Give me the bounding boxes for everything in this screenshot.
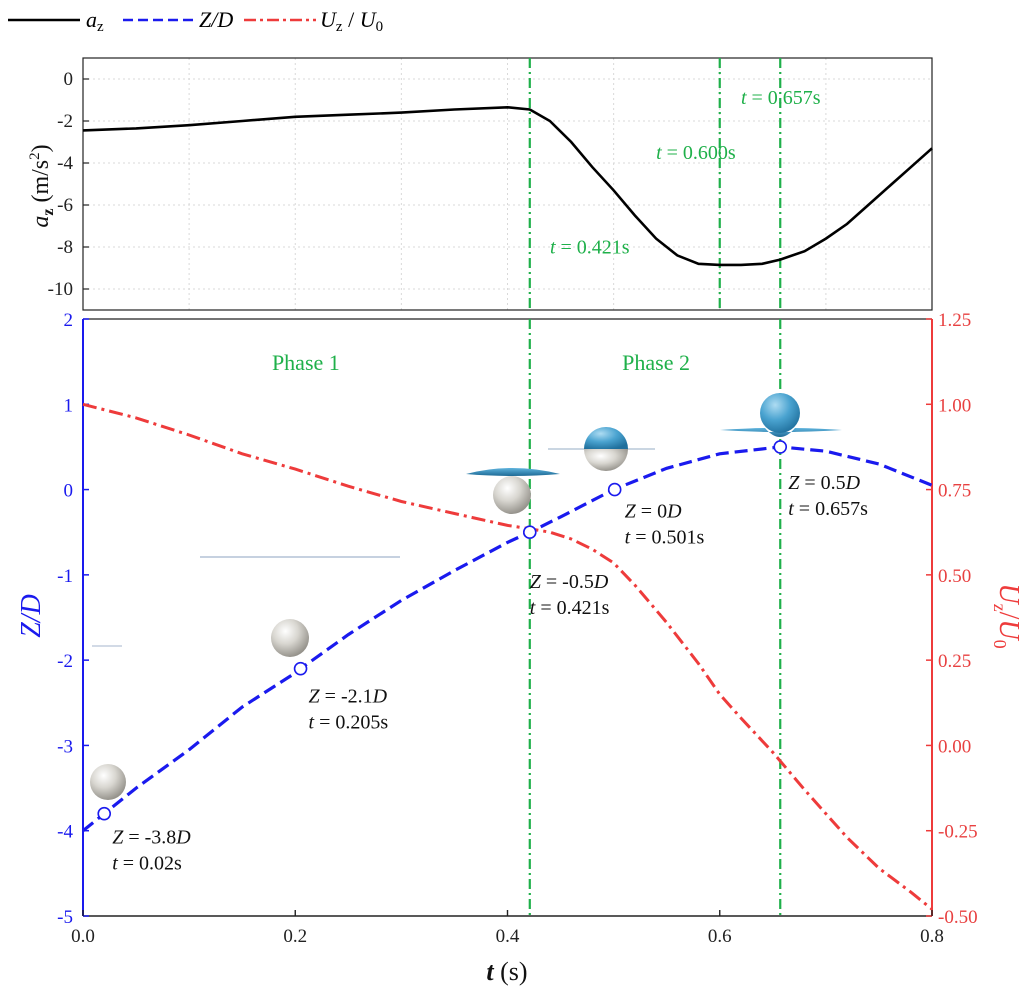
x-tick-label: 0.6	[708, 926, 732, 947]
right-y-tick-label: 1.25	[938, 310, 971, 331]
top-y-tick-label: -8	[57, 237, 73, 258]
zd-marker	[522, 525, 537, 540]
legend-label-uz: Uz / U0	[320, 7, 383, 35]
right-y-tick-label: 0.25	[938, 651, 971, 672]
point-label-z: Z = 0.5D	[788, 472, 860, 494]
phase-2-label: Phase 2	[622, 350, 690, 375]
zd-marker	[293, 661, 308, 676]
top-vlines	[528, 58, 782, 310]
left-y-tick-label: -4	[57, 822, 73, 843]
right-y-tick-label: 0.75	[938, 481, 971, 502]
right-y-axis-title: Uz/U0	[990, 583, 1024, 648]
left-y-tick-label: 0	[64, 481, 74, 502]
left-y-axis-title: Z/D	[16, 594, 47, 638]
left-y-tick-label: -1	[57, 566, 73, 587]
right-y-tick-label: 0.50	[938, 566, 971, 587]
x-axis-title: t (s)	[486, 957, 527, 986]
x-tick-label: 0.0	[71, 926, 95, 947]
zd-marker-points	[97, 440, 788, 821]
x-tick-label: 0.8	[920, 926, 944, 947]
legend-label-az: az	[86, 7, 104, 35]
top-y-tick-label: 0	[64, 69, 74, 90]
simulation-snapshots	[90, 393, 842, 800]
point-label-z: Z = 0D	[625, 501, 682, 523]
series-line-zd	[81, 445, 933, 832]
bottom-panel: 2 1 0 -1 -2 -3 -4 -5 1.25 1.00 0.75 0.50 0.25 0.00 -0…	[16, 310, 1024, 986]
left-y-tick-label: 1	[64, 395, 74, 416]
sphere-snapshot-2	[271, 619, 309, 657]
point-label-z: Z = -0.5D	[530, 571, 609, 593]
top-y-tick-label: -10	[48, 279, 73, 300]
right-y-tick-label: -0.50	[938, 907, 978, 928]
phase-1-label: Phase 1	[272, 350, 340, 375]
top-y-ticks: 0 -2 -4 -6 -8 -10	[48, 69, 89, 300]
zd-marker	[607, 482, 622, 497]
top-panel: 0 -2 -4 -6 -8 -10 t = 0.421s t = 0.600s t = 0.6…	[27, 57, 933, 311]
top-y-tick-label: -4	[57, 153, 73, 174]
right-y-tick-label: 1.00	[938, 395, 971, 416]
top-y-tick-label: -6	[57, 195, 73, 216]
legend: az Z/D Uz / U0	[8, 7, 383, 35]
x-ticks: 0.0 0.2 0.4 0.6 0.8	[71, 910, 944, 947]
right-y-tick-label: -0.25	[938, 822, 978, 843]
sphere-snapshot-1	[90, 764, 126, 800]
point-label-t: t = 0.657s	[788, 498, 868, 520]
left-y-tick-label: 2	[64, 310, 74, 331]
left-y-tick-label: -3	[57, 736, 73, 757]
top-annotation-time: t = 0.600s	[656, 142, 736, 164]
zd-marker	[97, 806, 112, 821]
left-y-tick-label: -5	[57, 907, 73, 928]
point-label-t: t = 0.501s	[625, 527, 705, 549]
point-label-z: Z = -2.1D	[309, 686, 388, 708]
right-y-tick-label: 0.00	[938, 736, 971, 757]
x-tick-label: 0.4	[496, 926, 520, 947]
top-plot-frame	[82, 57, 933, 311]
point-annotations: Z = -3.8D t = 0.02s Z = -2.1D t = 0.205s Z =…	[112, 472, 868, 875]
point-label-t: t = 0.421s	[530, 597, 610, 619]
left-y-ticks: 2 1 0 -1 -2 -3 -4 -5	[57, 310, 89, 928]
zd-marker	[773, 440, 788, 454]
point-label-t: t = 0.02s	[112, 853, 182, 875]
sphere-snapshot-4-bottom	[584, 449, 628, 471]
top-annotation-time: t = 0.421s	[550, 236, 630, 258]
x-tick-label: 0.2	[283, 926, 307, 947]
legend-label-zd: Z/D	[199, 7, 233, 32]
right-y-ticks: 1.25 1.00 0.75 0.50 0.25 0.00 -0.25 -0.50	[926, 310, 978, 928]
top-annotation-time: t = 0.657s	[741, 87, 821, 109]
series-line-uz-u0	[82, 402, 933, 911]
top-y-axis-title: az (m/s2)	[27, 144, 57, 227]
point-label-z: Z = -3.8D	[112, 827, 191, 849]
left-y-tick-label: -2	[57, 651, 73, 672]
point-label-t: t = 0.205s	[309, 712, 389, 734]
top-annotations: t = 0.421s t = 0.600s t = 0.657s	[550, 87, 821, 258]
top-y-tick-label: -2	[57, 111, 73, 132]
water-sheet-snapshot-3	[466, 468, 560, 476]
series-line-az	[82, 105, 933, 267]
sphere-snapshot-4-top	[584, 427, 628, 449]
sphere-snapshot-3	[493, 476, 531, 514]
sphere-snapshot-5	[760, 393, 800, 433]
